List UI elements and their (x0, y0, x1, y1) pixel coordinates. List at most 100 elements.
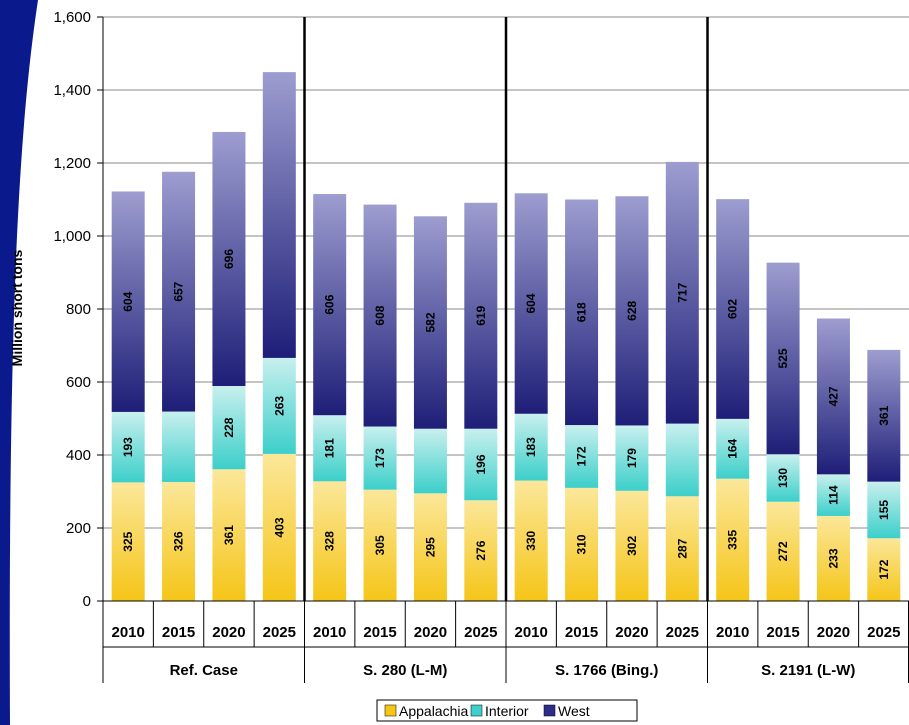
legend-label: Appalachia (399, 703, 468, 719)
bar-interior (464, 428, 498, 501)
bar-interior (816, 474, 850, 516)
y-tick-label: 600 (66, 374, 91, 391)
data-label: 310 (575, 534, 589, 554)
x-axis: 2010 2015 2020 2025 Ref. Case 2010 2015 2020 202… (102, 17, 909, 683)
x-tick-label-year: 2020 (817, 624, 850, 641)
data-label: 172 (575, 446, 589, 466)
x-tick-label-year: 2010 (515, 624, 548, 641)
bars: 325 193 604 326 657 361 228 696 403 263 328 181 606 3… (111, 17, 901, 601)
data-label: 604 (121, 291, 135, 311)
y-tick-label: 0 (83, 593, 91, 610)
left-decorative-band (0, 0, 38, 725)
bar-west (766, 262, 800, 455)
data-label: 525 (776, 348, 790, 368)
x-tick-label-year: 2020 (414, 624, 447, 641)
bar-appalachia (716, 478, 750, 601)
y-tick-label: 1,400 (53, 82, 91, 99)
y-tick-label: 800 (66, 301, 91, 318)
bar-west (413, 216, 447, 429)
data-label: 582 (423, 312, 437, 332)
bar-west (111, 191, 145, 412)
x-tick-label-year: 2015 (565, 624, 598, 641)
data-label: 608 (373, 305, 387, 325)
y-axis-label: Million short tons (9, 249, 25, 366)
data-label: 361 (222, 525, 236, 545)
bar-appalachia (212, 469, 246, 601)
bar-appalachia (464, 500, 498, 601)
data-label: 155 (877, 500, 891, 520)
data-label: 330 (524, 530, 538, 550)
data-label: 606 (323, 294, 337, 314)
data-label: 233 (826, 548, 840, 568)
data-label: 114 (826, 485, 840, 505)
data-label: 295 (423, 537, 437, 557)
bar-interior (514, 413, 548, 481)
y-tick-label: 400 (66, 447, 91, 464)
bar-appalachia (816, 515, 850, 601)
bar-west (313, 194, 347, 416)
legend-swatch (543, 704, 556, 717)
y-axis-ticks: 0 200 400 600 800 1,000 1,200 1,400 1,600 (53, 9, 103, 610)
x-group-label: Ref. Case (170, 662, 238, 679)
data-label: 427 (826, 386, 840, 406)
bar-west (464, 202, 498, 429)
data-label: 618 (575, 302, 589, 322)
legend-swatch (470, 704, 483, 717)
bar-appalachia (766, 501, 800, 601)
data-label: 335 (726, 530, 740, 550)
x-tick-label-year: 2015 (363, 624, 396, 641)
bar-interior (363, 426, 397, 490)
data-label: 263 (272, 396, 286, 416)
data-label: 276 (474, 540, 488, 560)
x-tick-label-year: 2020 (212, 624, 245, 641)
x-tick-label-year: 2010 (313, 624, 346, 641)
data-label: 272 (776, 541, 790, 561)
bar-interior (262, 357, 296, 454)
x-tick-label-year: 2010 (112, 624, 145, 641)
data-label: 628 (625, 300, 639, 320)
bar-west (212, 131, 246, 387)
legend: Appalachia Interior West (376, 699, 638, 722)
bar-west (615, 196, 649, 426)
x-tick-label-year: 2025 (666, 624, 699, 641)
bar-appalachia (413, 493, 447, 601)
bar-interior (162, 411, 196, 483)
y-tick-label: 1,000 (53, 228, 91, 245)
data-label: 130 (776, 468, 790, 488)
data-label: 228 (222, 417, 236, 437)
data-label: 179 (625, 448, 639, 468)
bar-interior (867, 481, 901, 539)
legend-box (376, 699, 638, 722)
bar-appalachia (565, 487, 599, 601)
data-label: 361 (877, 405, 891, 425)
bar-appalachia (514, 480, 548, 601)
data-label: 604 (524, 293, 538, 313)
x-tick-label-year: 2020 (615, 624, 648, 641)
legend-label: West (558, 703, 590, 719)
data-label: 193 (121, 437, 135, 457)
bar-appalachia (615, 490, 649, 601)
bar-west (816, 318, 850, 475)
legend-swatch (384, 704, 397, 717)
bar-west (363, 204, 397, 427)
data-label: 196 (474, 454, 488, 474)
bar-west (565, 199, 599, 426)
bar-appalachia (665, 496, 699, 601)
data-label: 326 (172, 531, 186, 551)
bar-west (514, 193, 548, 414)
x-tick-label-year: 2025 (263, 624, 296, 641)
x-group-label: S. 2191 (L-W) (761, 662, 855, 679)
data-label: 173 (373, 448, 387, 468)
data-label: 403 (272, 517, 286, 537)
data-label: 328 (323, 531, 337, 551)
bar-interior (413, 428, 447, 494)
bar-west (262, 72, 296, 358)
bar-appalachia (313, 481, 347, 601)
x-group-label: S. 1766 (Bing.) (555, 662, 658, 679)
bar-interior (565, 425, 599, 488)
bar-west (867, 349, 901, 482)
data-label: 696 (222, 249, 236, 269)
bar-interior (716, 418, 750, 479)
y-tick-label: 1,600 (53, 9, 91, 26)
